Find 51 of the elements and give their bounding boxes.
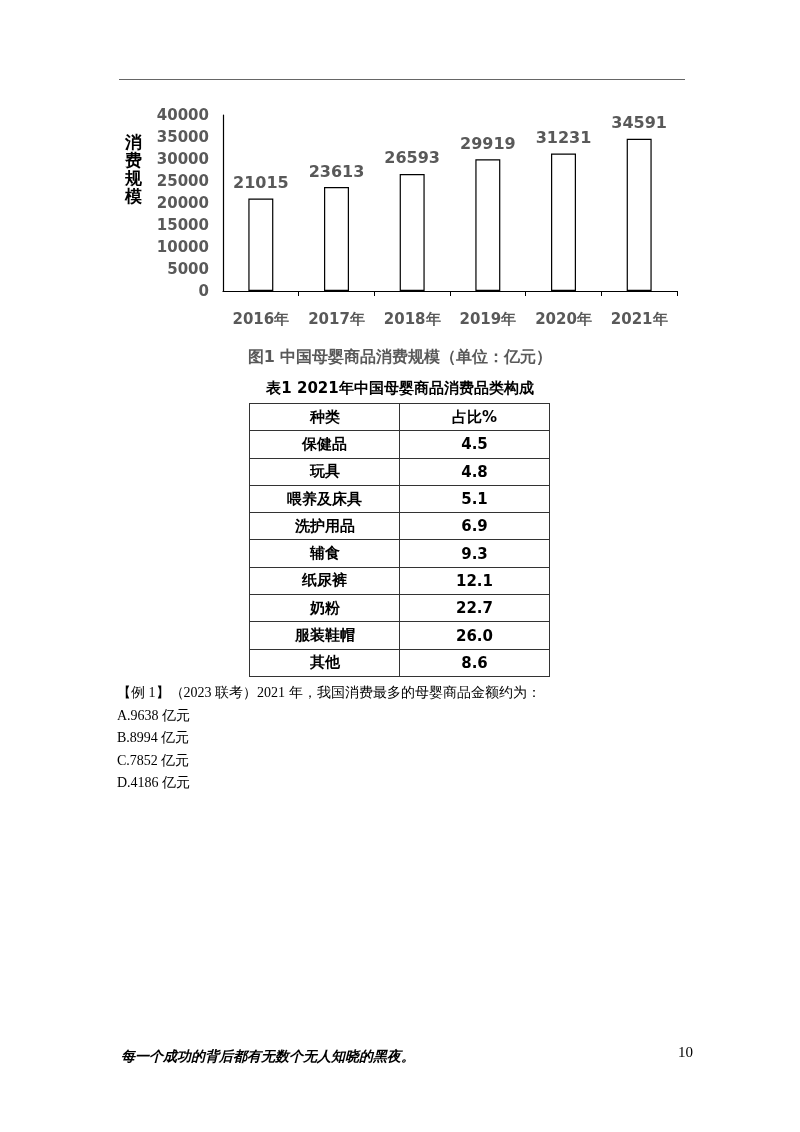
y-tick-label: 35000 [156,128,209,146]
data-label: 34591 [611,113,667,133]
data-label: 26.0 [399,621,550,650]
text: A.9638 亿元 [117,706,192,725]
data-label: 22.7 [399,594,550,622]
x-tick-label: 2018年 [383,309,441,328]
x-tick-label: 2016年 [232,309,290,328]
category-label: 玩具 [249,458,400,486]
y-tick-label: 30000 [156,150,209,168]
text: 表1 2021年中国母婴商品消费品类构成 [265,378,535,398]
text: 每一个成功的背后都有无数个无人知晓的黑夜。 [121,1047,415,1066]
data-label: 9.3 [399,539,550,568]
x-tick-label: 2019年 [459,309,517,328]
data-label: 6.9 [399,512,550,540]
text: 种类 [249,403,400,431]
x-tick-label: 2020年 [535,309,592,328]
data-label: 26593 [384,148,440,168]
text: 占比% [399,403,550,431]
data-label: 5.1 [399,485,550,513]
text: B.8994 亿元 [117,729,191,747]
data-label: 4.8 [399,458,550,486]
y-axis-title: 消费规模 [124,132,142,206]
data-label: 12.1 [399,567,550,595]
y-tick-label: 15000 [156,216,209,234]
y-tick-label: 0 [198,282,209,300]
data-label: 4.5 [399,430,550,459]
x-tick-label: 2021年 [610,309,668,328]
data-label: 31231 [535,128,592,148]
category-label: 服装鞋帽 [249,621,400,650]
data-label: 23613 [308,161,365,181]
y-tick-label: 25000 [156,172,209,190]
category-label: 其他 [249,649,400,677]
y-tick-label: 10000 [156,238,209,256]
category-label: 奶粉 [249,594,400,622]
data-label: 29919 [460,133,516,153]
y-tick-label: 40000 [156,106,209,124]
y-tick-label: 5000 [167,260,209,278]
text: D.4186 亿元 [117,774,192,792]
x-tick-label: 2017年 [308,309,365,328]
category-label: 保健品 [249,430,400,459]
category-label: 纸尿裤 [249,567,400,595]
y-tick-label: 20000 [156,194,209,212]
text: 图1 中国母婴商品消费规模（单位：亿元） [247,346,553,366]
data-label: 8.6 [399,649,550,677]
text: 【例 1】（2023 联考）2021 年，我国消费最多的母婴商品金额约为： [117,684,541,702]
category-label: 洗护用品 [249,512,400,540]
text: 10 [678,1043,693,1062]
category-label: 辅食 [249,539,400,568]
data-label: 21015 [233,173,289,193]
text: C.7852 亿元 [117,751,191,770]
category-label: 喂养及床具 [249,485,400,513]
